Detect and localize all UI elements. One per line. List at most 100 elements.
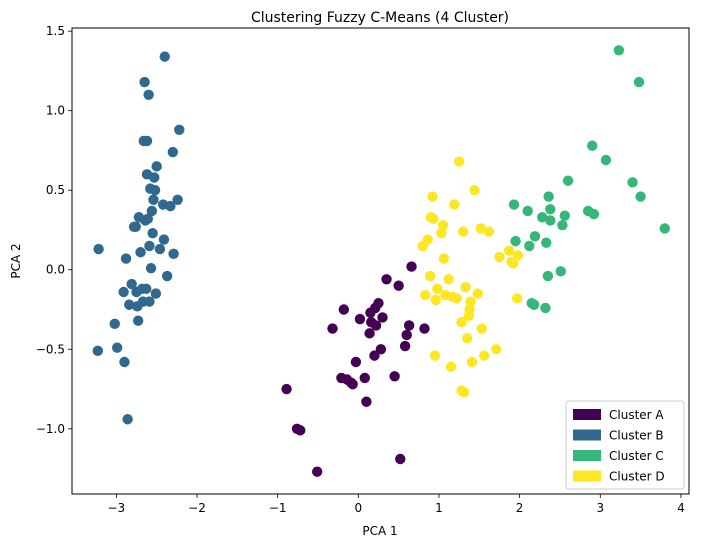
cluster-b-point xyxy=(149,185,161,196)
cluster-c-point xyxy=(508,199,520,210)
cluster-c-point xyxy=(633,76,645,88)
cluster-a-point xyxy=(350,356,362,368)
cluster-a-point xyxy=(370,320,382,331)
cluster-b-point xyxy=(150,288,162,299)
cluster-d-point xyxy=(458,387,470,398)
cluster-b-point xyxy=(111,342,123,353)
cluster-a-point xyxy=(369,350,380,361)
x-axis-label: PCA 1 xyxy=(362,524,397,538)
cluster-d-point xyxy=(422,234,433,245)
cluster-c-point xyxy=(588,208,600,220)
cluster-c-point xyxy=(627,177,638,188)
cluster-d-point xyxy=(483,226,495,237)
cluster-b-point xyxy=(172,194,183,205)
cluster-a-point xyxy=(359,372,370,384)
cluster-b-point xyxy=(120,253,132,264)
cluster-a-point xyxy=(338,304,349,315)
cluster-d-point xyxy=(512,250,524,261)
cluster-d-point xyxy=(430,294,441,306)
cluster-c-point xyxy=(587,140,598,151)
cluster-a-point xyxy=(295,425,306,436)
cluster-a-point xyxy=(281,383,292,395)
cluster-c-point xyxy=(557,220,568,231)
cluster-a-point xyxy=(393,280,404,291)
x-tick-label: 4 xyxy=(677,501,685,515)
cluster-b-point xyxy=(141,135,153,147)
cluster-b-point xyxy=(147,227,158,239)
cluster-a-point xyxy=(347,379,358,390)
cluster-b-point xyxy=(135,247,146,258)
cluster-d-point xyxy=(464,304,475,315)
cluster-d-point xyxy=(445,361,457,372)
cluster-b-point xyxy=(143,89,154,101)
legend-box xyxy=(565,400,685,490)
cluster-d-point xyxy=(460,282,471,293)
cluster-d-point xyxy=(420,289,431,301)
cluster-d-point xyxy=(466,356,478,368)
cluster-b-point xyxy=(119,356,130,368)
cluster-b-point xyxy=(145,262,157,274)
cluster-c-point xyxy=(600,154,612,166)
y-tick-label: −1.0 xyxy=(36,422,65,436)
cluster-b-point xyxy=(144,240,155,252)
cluster-d-point xyxy=(507,258,519,269)
cluster-c-point xyxy=(613,45,625,56)
cluster-d-point xyxy=(478,350,490,361)
cluster-b-point xyxy=(132,315,144,326)
cluster-b-point xyxy=(158,234,170,245)
cluster-a-point xyxy=(364,328,375,339)
x-tick-label: −3 xyxy=(108,501,126,515)
cluster-b-point xyxy=(148,194,159,205)
cluster-d-point xyxy=(443,274,454,285)
cluster-b-point xyxy=(126,278,137,290)
cluster-b-point xyxy=(122,414,133,425)
cluster-c-point xyxy=(528,299,540,310)
cluster-b-point xyxy=(151,161,162,172)
cluster-b-point xyxy=(92,345,104,357)
cluster-d-point xyxy=(475,223,487,234)
y-tick-label: 0.0 xyxy=(46,263,65,277)
cluster-b-point xyxy=(168,248,179,260)
cluster-c-point xyxy=(562,175,574,186)
cluster-c-point xyxy=(524,240,535,252)
cluster-c-point xyxy=(555,266,566,277)
cluster-a-point xyxy=(377,312,388,323)
legend-swatch xyxy=(573,470,601,482)
cluster-a-point xyxy=(403,320,415,331)
cluster-b-point xyxy=(167,146,179,158)
y-tick-label: 1.0 xyxy=(46,104,65,118)
cluster-a-point xyxy=(373,297,384,309)
cluster-b-point xyxy=(118,286,129,298)
cluster-d-point xyxy=(491,344,502,355)
cluster-d-point xyxy=(465,296,476,307)
cluster-d-point xyxy=(469,185,480,196)
cluster-b-point xyxy=(154,243,166,255)
cluster-c-point xyxy=(543,191,554,202)
cluster-a-point xyxy=(401,329,412,341)
legend-label: Cluster B xyxy=(609,429,664,443)
cluster-d-point xyxy=(462,332,473,344)
legend-swatch xyxy=(573,429,601,441)
cluster-d-point xyxy=(432,283,443,295)
cluster-d-point xyxy=(456,317,467,328)
cluster-d-point xyxy=(503,245,515,256)
y-tick-label: −0.5 xyxy=(36,342,65,356)
cluster-a-point xyxy=(381,274,392,285)
cluster-c-point xyxy=(542,270,554,282)
cluster-d-point xyxy=(451,293,462,304)
cluster-d-point xyxy=(472,288,483,299)
cluster-b-point xyxy=(109,318,120,330)
legend: Cluster A Cluster B Cluster C Cluster D xyxy=(565,400,685,490)
cluster-d-point xyxy=(476,323,487,334)
cluster-c-point xyxy=(559,210,570,221)
x-tick-label: −2 xyxy=(188,501,206,515)
cluster-b-point xyxy=(161,270,173,282)
cluster-b-point xyxy=(144,296,155,307)
cluster-b-point xyxy=(142,213,154,225)
cluster-c-point xyxy=(545,204,556,215)
cluster-b-point xyxy=(165,200,176,212)
cluster-d-point xyxy=(424,270,436,282)
axis-ticks: −3 −2 −1 0 1 2 3 4 −1.0 −0.5 0.0 0.5 1.0 1.5 xyxy=(36,24,685,515)
cluster-b-point xyxy=(93,243,104,255)
